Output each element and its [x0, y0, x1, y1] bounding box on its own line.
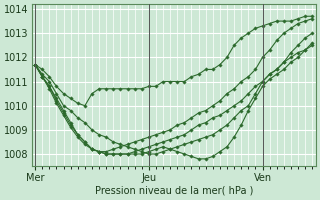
X-axis label: Pression niveau de la mer( hPa ): Pression niveau de la mer( hPa ) — [94, 186, 253, 196]
